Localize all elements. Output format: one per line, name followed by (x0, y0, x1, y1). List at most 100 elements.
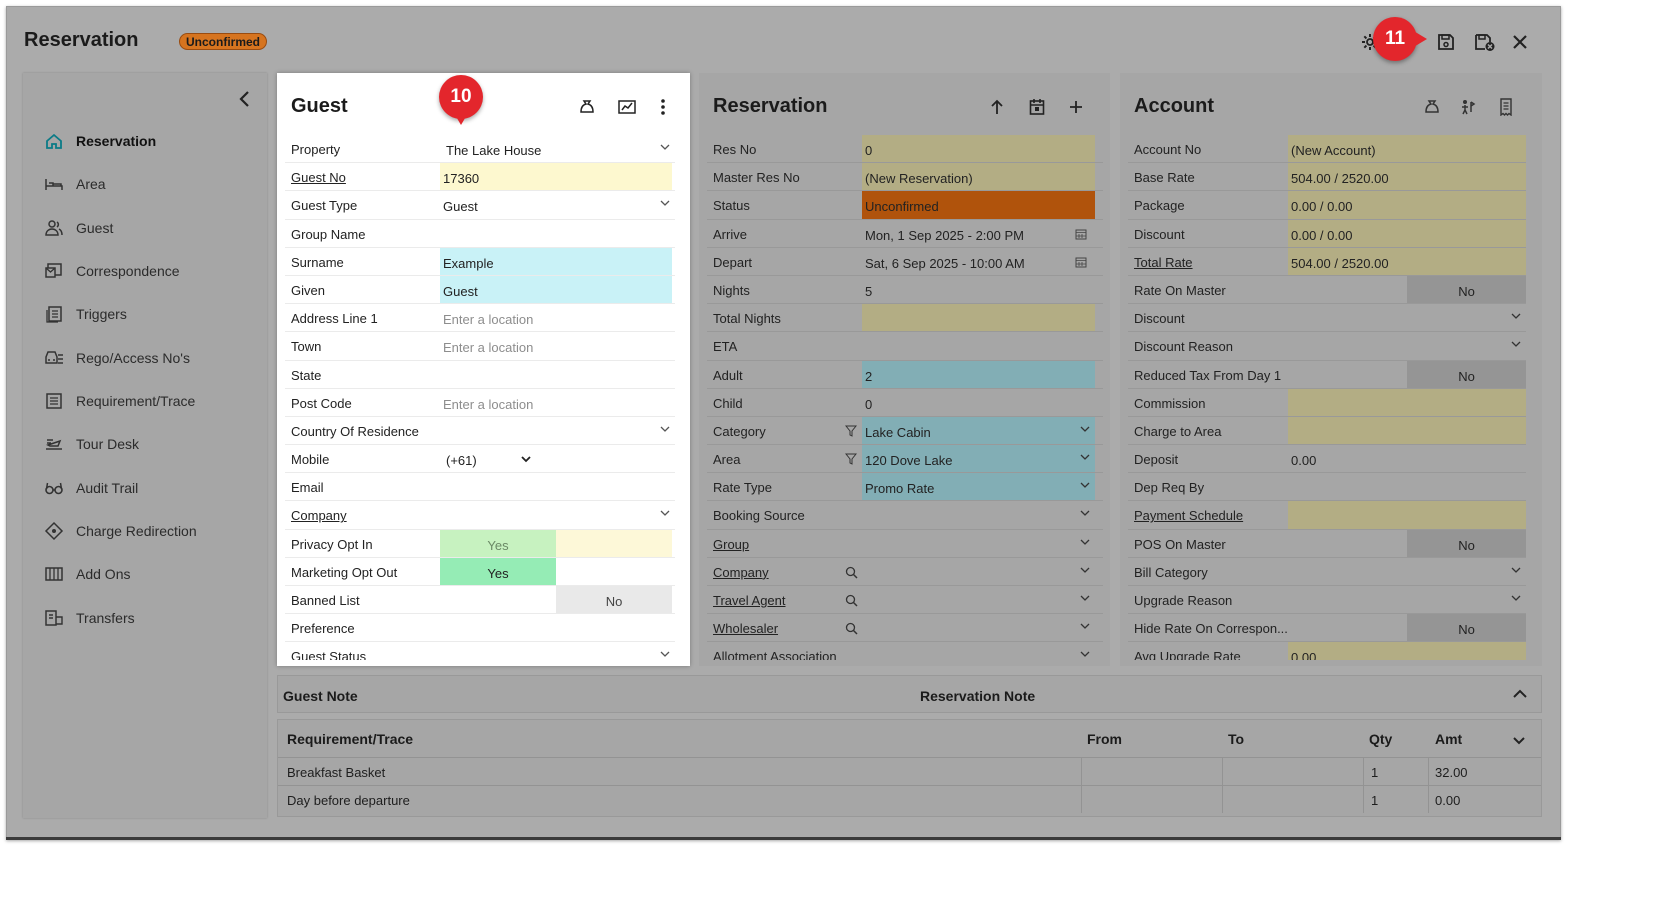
chevron-down-icon[interactable] (520, 453, 532, 465)
plus-icon[interactable] (1064, 95, 1088, 119)
field-commission[interactable]: Commission (1128, 388, 1526, 417)
field-package[interactable]: Package 0.00 / 0.00 (1128, 191, 1526, 220)
sidebar-item-add-ons[interactable]: Add Ons (23, 559, 267, 589)
field-base-rate[interactable]: Base Rate 504.00 / 2520.00 (1128, 163, 1526, 192)
money-bag-icon[interactable] (1420, 95, 1444, 119)
field-group-name[interactable]: Group Name (285, 220, 675, 248)
field-mobile[interactable]: Mobile (+61) (285, 445, 675, 474)
search-icon[interactable] (845, 594, 858, 607)
chevron-down-icon[interactable] (1512, 736, 1526, 746)
field-company[interactable]: Company (285, 501, 675, 530)
field-hide-rate[interactable]: Hide Rate On Correspon... No (1128, 614, 1526, 643)
field-property[interactable]: Property The Lake House (285, 135, 675, 164)
field-arrive[interactable]: Arrive Mon, 1 Sep 2025 - 2:00 PM (707, 220, 1103, 248)
reservation-panel: Reservation Res No 0 Master Res No (New … (699, 73, 1110, 666)
sidebar-item-label: Triggers (76, 306, 127, 322)
field-group[interactable]: Group (707, 530, 1103, 558)
field-upgrade-reason[interactable]: Upgrade Reason (1128, 586, 1526, 615)
field-banned-list[interactable]: Banned List No (285, 586, 675, 615)
field-child[interactable]: Child 0 (707, 389, 1103, 417)
filter-icon[interactable] (845, 425, 857, 437)
search-icon[interactable] (845, 566, 858, 579)
field-discount[interactable]: Discount (1128, 304, 1526, 333)
money-bag-icon[interactable] (575, 95, 599, 119)
field-reduced-tax[interactable]: Reduced Tax From Day 1 No (1128, 360, 1526, 389)
sidebar-item-area[interactable]: Area (23, 169, 267, 199)
sidebar-item-requirement-trace[interactable]: Requirement/Trace (23, 386, 267, 416)
table-row[interactable]: Day before departure 1 0.00 (278, 785, 1541, 813)
field-res-no[interactable]: Res No 0 (707, 135, 1103, 164)
field-surname[interactable]: Surname Example (285, 247, 675, 276)
field-allotment-association[interactable]: Allotment Association (707, 642, 1103, 660)
field-rate-type[interactable]: Rate Type Promo Rate (707, 473, 1103, 502)
calendar-icon[interactable] (1075, 228, 1087, 240)
sidebar-item-audit-trail[interactable]: Audit Trail (23, 473, 267, 503)
sidebar-item-charge-redirection[interactable]: Charge Redirection (23, 516, 267, 546)
callout-marker-11: 11 (1373, 17, 1427, 61)
field-account-no[interactable]: Account No (New Account) (1128, 135, 1526, 164)
field-privacy-opt-in[interactable]: Privacy Opt In Yes (285, 529, 675, 558)
sidebar-item-guest[interactable]: Guest (23, 213, 267, 243)
field-eta[interactable]: ETA (707, 332, 1103, 361)
field-total-nights[interactable]: Total Nights (707, 304, 1103, 333)
field-preference[interactable]: Preference (285, 614, 675, 643)
save-icon[interactable] (1433, 29, 1459, 55)
field-guest-type[interactable]: Guest Type Guest (285, 191, 675, 220)
field-marketing-opt-out[interactable]: Marketing Opt Out Yes (285, 557, 675, 586)
more-vertical-icon[interactable] (651, 95, 675, 119)
field-wholesaler[interactable]: Wholesaler (707, 614, 1103, 643)
field-adult[interactable]: Adult 2 (707, 360, 1103, 389)
field-guest-no[interactable]: Guest No 17360 (285, 163, 675, 192)
field-town[interactable]: Town Enter a location (285, 332, 675, 361)
sidebar-item-transfers[interactable]: Transfers (23, 603, 267, 633)
person-transfer-icon[interactable] (1456, 95, 1480, 119)
collapse-sidebar-button[interactable] (233, 87, 257, 111)
field-state[interactable]: State (285, 361, 675, 389)
field-post-code[interactable]: Post Code Enter a location (285, 389, 675, 417)
field-category[interactable]: Category Lake Cabin (707, 416, 1103, 446)
sidebar-item-rego-access[interactable]: Rego/Access No's (23, 343, 267, 373)
chevron-down-icon (660, 510, 670, 517)
field-bill-category[interactable]: Bill Category (1128, 558, 1526, 586)
field-booking-source[interactable]: Booking Source (707, 501, 1103, 530)
field-depart[interactable]: Depart Sat, 6 Sep 2025 - 10:00 AM (707, 248, 1103, 276)
chart-card-icon[interactable] (615, 95, 639, 119)
sidebar-item-reservation[interactable]: Reservation (23, 126, 267, 156)
sidebar-item-tour-desk[interactable]: Tour Desk (23, 429, 267, 459)
field-avg-upgrade-rate[interactable]: Avg Upgrade Rate 0.00 (1128, 642, 1526, 660)
field-charge-to-area[interactable]: Charge to Area (1128, 416, 1526, 446)
sidebar-item-correspondence[interactable]: Correspondence (23, 256, 267, 286)
field-area[interactable]: Area 120 Dove Lake (707, 445, 1103, 474)
field-discount-amount[interactable]: Discount 0.00 / 0.00 (1128, 219, 1526, 248)
field-email[interactable]: Email (285, 473, 675, 502)
calendar-icon[interactable] (1025, 95, 1049, 119)
field-country-of-residence[interactable]: Country Of Residence (285, 417, 675, 446)
sidebar-item-triggers[interactable]: Triggers (23, 299, 267, 329)
field-deposit[interactable]: Deposit 0.00 (1128, 445, 1526, 474)
arrow-up-icon[interactable] (985, 95, 1009, 119)
filter-icon[interactable] (845, 453, 857, 465)
close-icon[interactable] (1507, 29, 1533, 55)
field-guest-status[interactable]: Guest Status (285, 642, 675, 660)
save-close-icon[interactable] (1472, 29, 1498, 55)
field-travel-agent[interactable]: Travel Agent (707, 586, 1103, 615)
table-row[interactable]: Breakfast Basket 1 32.00 (278, 757, 1541, 785)
field-address-line-1[interactable]: Address Line 1 Enter a location (285, 304, 675, 333)
field-payment-schedule[interactable]: Payment Schedule (1128, 501, 1526, 530)
field-rate-on-master[interactable]: Rate On Master No (1128, 275, 1526, 305)
field-given[interactable]: Given Guest (285, 275, 675, 305)
reservation-note-tab[interactable]: Reservation Note (920, 688, 1036, 704)
field-status[interactable]: Status Unconfirmed (707, 191, 1103, 220)
field-total-rate[interactable]: Total Rate 504.00 / 2520.00 (1128, 247, 1526, 276)
field-master-res-no[interactable]: Master Res No (New Reservation) (707, 163, 1103, 192)
field-pos-on-master[interactable]: POS On Master No (1128, 529, 1526, 558)
calendar-icon[interactable] (1075, 256, 1087, 268)
receipt-icon[interactable] (1494, 95, 1518, 119)
field-nights[interactable]: Nights 5 (707, 276, 1103, 305)
guest-note-tab[interactable]: Guest Note (283, 688, 358, 704)
field-discount-reason[interactable]: Discount Reason (1128, 332, 1526, 361)
field-dep-req-by[interactable]: Dep Req By (1128, 473, 1526, 502)
field-company[interactable]: Company (707, 558, 1103, 586)
search-icon[interactable] (845, 622, 858, 635)
chevron-up-icon[interactable] (1512, 688, 1528, 700)
